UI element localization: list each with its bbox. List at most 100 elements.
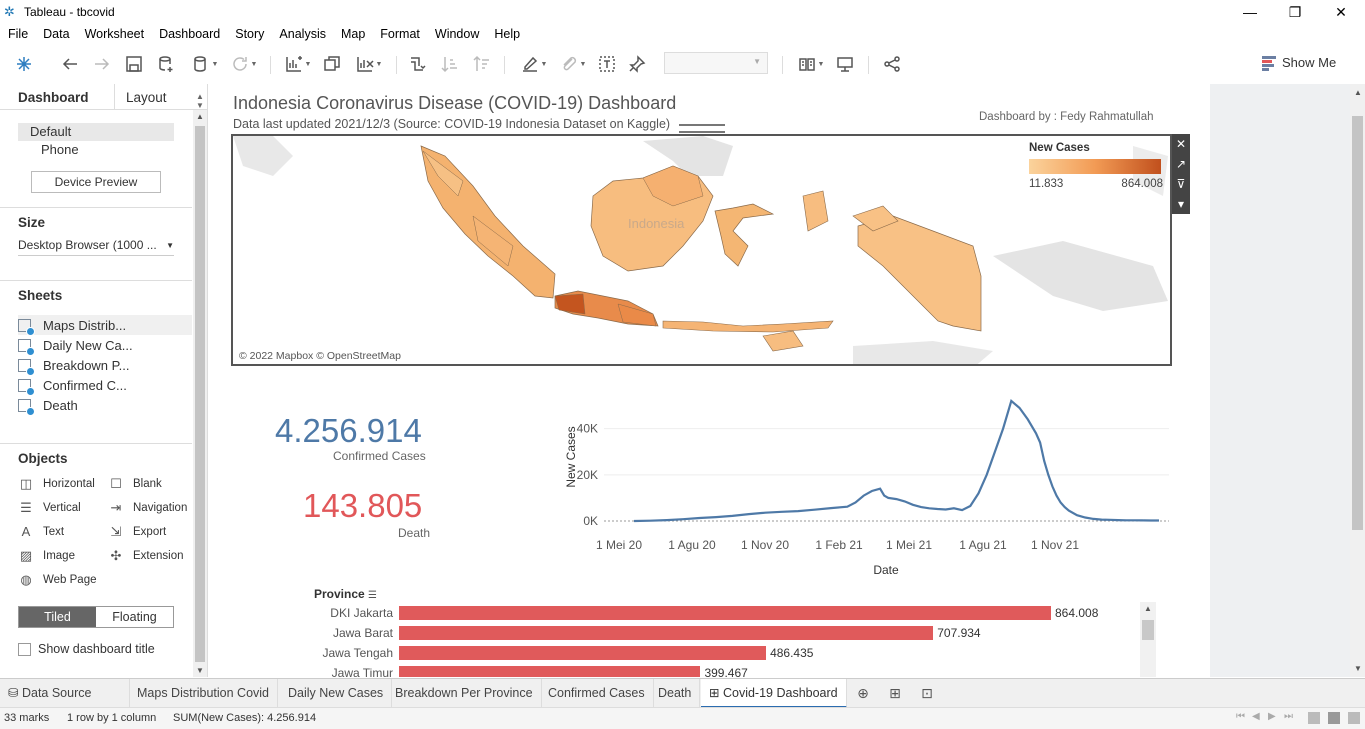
- show-cards-icon[interactable]: ▼: [794, 54, 828, 74]
- sheet-item[interactable]: Breakdown P...: [18, 355, 192, 376]
- sheet-item[interactable]: Daily New Ca...: [18, 335, 192, 356]
- object-web-page[interactable]: ◍ Web Page: [18, 572, 96, 588]
- province-bar[interactable]: [399, 626, 934, 640]
- show-me-button[interactable]: Show Me: [1262, 55, 1336, 71]
- device-default[interactable]: Default: [18, 123, 174, 141]
- menu-data[interactable]: Data: [43, 27, 70, 41]
- share-icon[interactable]: [882, 54, 902, 74]
- redo-icon[interactable]: [92, 54, 112, 74]
- tabs-view-icon[interactable]: [1348, 712, 1360, 724]
- sheet-item[interactable]: Death: [18, 395, 192, 416]
- device-phone[interactable]: Phone: [41, 142, 79, 157]
- new-worksheet-icon[interactable]: ▼: [281, 54, 315, 74]
- object-image[interactable]: ▨ Image: [19, 548, 75, 563]
- object-extension[interactable]: ✣ Extension: [108, 548, 184, 564]
- scroll-thumb[interactable]: [1142, 620, 1154, 640]
- scroll-up-icon[interactable]: ▲: [1354, 88, 1362, 97]
- daily-new-cases-chart[interactable]: 0K 20K 40K 1 Mei 20 1 Agu 20 1 Nov 20 1 Feb 21…: [549, 384, 1179, 584]
- sort-ascending-icon[interactable]: [440, 54, 460, 74]
- tab-data-source[interactable]: ⛁ Data Source: [0, 679, 130, 707]
- province-breakdown-chart[interactable]: Province ☰ ▲ DKI Jakarta 864.008 Jawa Bara…: [289, 584, 1159, 677]
- grid-view-icon[interactable]: [1308, 712, 1320, 724]
- object-export[interactable]: ⇲ Export: [108, 524, 167, 540]
- show-title-checkbox[interactable]: [18, 642, 31, 656]
- new-data-source-icon[interactable]: [156, 54, 176, 74]
- tableau-home-icon[interactable]: [14, 54, 34, 74]
- prev-page-icon[interactable]: ◀: [1252, 711, 1260, 722]
- tab-breakdown-province[interactable]: Breakdown Per Province: [387, 679, 542, 707]
- scroll-thumb[interactable]: [195, 126, 205, 662]
- show-dashboard-title[interactable]: Show dashboard title: [18, 642, 155, 656]
- object-text[interactable]: A Text: [18, 524, 64, 539]
- close-window-button[interactable]: ✕: [1335, 3, 1347, 20]
- maximize-button[interactable]: ❐: [1288, 3, 1302, 20]
- new-story-tab-icon[interactable]: ⊡: [921, 685, 933, 701]
- more-options-icon[interactable]: ▾: [1177, 197, 1185, 211]
- object-navigation[interactable]: ⇥ Navigation: [108, 500, 188, 516]
- sort-descending-icon[interactable]: [472, 54, 492, 74]
- filter-icon[interactable]: ⊽: [1176, 177, 1186, 191]
- tab-confirmed-cases[interactable]: Confirmed Cases: [540, 679, 654, 707]
- device-preview-button[interactable]: Device Preview: [31, 171, 161, 193]
- left-pane-scrollbar[interactable]: ▲ ▼: [193, 110, 207, 677]
- map-legend[interactable]: New Cases 11.833 864.008: [1029, 142, 1169, 190]
- scroll-down-icon[interactable]: ▼: [196, 666, 204, 675]
- sort-icon[interactable]: ☰: [368, 590, 378, 601]
- object-blank[interactable]: ☐ Blank: [108, 476, 162, 492]
- drag-handle[interactable]: [679, 124, 725, 133]
- highlight-icon[interactable]: ▼: [517, 54, 551, 74]
- tab-daily-new-cases[interactable]: Daily New Cases: [280, 679, 393, 707]
- tab-layout[interactable]: Layout: [126, 90, 167, 105]
- duplicate-sheet-icon[interactable]: [322, 54, 342, 74]
- tab-dashboard[interactable]: Dashboard: [18, 90, 89, 105]
- presentation-mode-icon[interactable]: [835, 54, 855, 74]
- canvas-scrollbar[interactable]: ▲ ▼: [1350, 84, 1365, 677]
- menu-analysis[interactable]: Analysis: [279, 27, 326, 41]
- object-vertical[interactable]: ☰ Vertical: [18, 500, 81, 516]
- minimize-button[interactable]: —: [1243, 4, 1257, 20]
- bar-chart-scrollbar[interactable]: ▲: [1140, 602, 1156, 677]
- fit-dropdown[interactable]: ▼: [664, 52, 768, 74]
- bar-row[interactable]: Jawa Timur 399.467: [289, 664, 1159, 677]
- menu-story[interactable]: Story: [235, 27, 265, 41]
- swap-rows-columns-icon[interactable]: [407, 54, 427, 74]
- menu-worksheet[interactable]: Worksheet: [84, 27, 145, 41]
- next-page-icon[interactable]: ▶: [1268, 711, 1276, 722]
- sheet-item[interactable]: Maps Distrib...: [18, 315, 192, 336]
- new-worksheet-tab-icon[interactable]: ⊕: [857, 685, 869, 701]
- tab-death[interactable]: Death: [650, 679, 701, 707]
- tab-covid-dashboard[interactable]: ⊞ Covid-19 Dashboard: [701, 679, 847, 708]
- map-zone[interactable]: Indonesia © 2022 Mapbox © OpenStreetMap …: [231, 134, 1172, 366]
- province-bar[interactable]: [399, 606, 1051, 620]
- go-to-sheet-icon[interactable]: ↗: [1175, 157, 1187, 171]
- undo-icon[interactable]: [60, 54, 80, 74]
- bar-row[interactable]: DKI Jakarta 864.008: [289, 604, 1159, 624]
- tab-maps-distribution[interactable]: Maps Distribution Covid: [129, 679, 278, 707]
- save-icon[interactable]: [124, 54, 144, 74]
- group-members-icon[interactable]: ▼: [556, 54, 590, 74]
- fix-axes-icon[interactable]: [627, 54, 647, 74]
- scroll-up-icon[interactable]: ▲: [1144, 604, 1152, 613]
- refresh-icon[interactable]: ▼: [227, 54, 261, 74]
- bar-row[interactable]: Jawa Tengah 486.435: [289, 644, 1159, 664]
- pane-menu-icon[interactable]: ▲ ▼: [196, 92, 204, 110]
- pause-updates-icon[interactable]: ▼: [188, 54, 222, 74]
- province-bar[interactable]: [399, 666, 701, 677]
- sheet-item[interactable]: Confirmed C...: [18, 375, 192, 396]
- scroll-thumb[interactable]: [1352, 116, 1363, 530]
- menu-file[interactable]: File: [8, 27, 29, 41]
- floating-button[interactable]: Floating: [96, 607, 173, 627]
- indonesia-map[interactable]: Indonesia: [233, 136, 1172, 366]
- province-bar[interactable]: [399, 646, 767, 660]
- object-horizontal[interactable]: ◫ Horizontal: [19, 476, 95, 491]
- province-header[interactable]: Province ☰: [314, 587, 377, 601]
- scroll-up-icon[interactable]: ▲: [196, 112, 204, 121]
- show-mark-labels-icon[interactable]: [597, 54, 617, 74]
- menu-help[interactable]: Help: [494, 27, 521, 41]
- bar-row[interactable]: Jawa Barat 707.934: [289, 624, 1159, 644]
- remove-zone-icon[interactable]: ✕: [1175, 137, 1187, 151]
- tiled-button[interactable]: Tiled: [19, 607, 96, 627]
- scroll-down-icon[interactable]: ▼: [1354, 664, 1362, 673]
- size-select[interactable]: Desktop Browser (1000 ... ▼: [18, 238, 174, 256]
- menu-map[interactable]: Map: [340, 27, 366, 41]
